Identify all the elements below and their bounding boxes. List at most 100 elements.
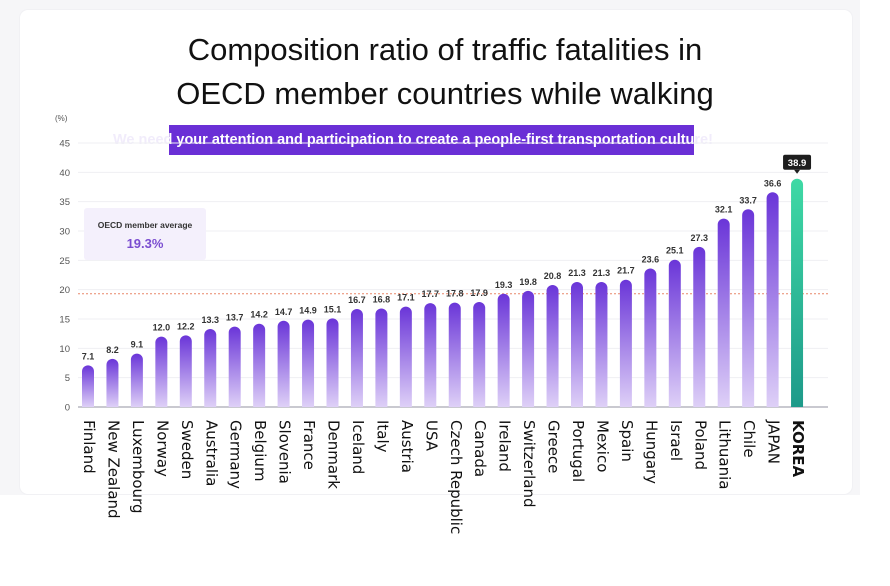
x-tick-label: France <box>300 420 318 470</box>
data-label: 19.3 <box>495 280 513 290</box>
chart-title-line-1: Composition ratio of traffic fatalities … <box>187 32 703 67</box>
data-label: 17.8 <box>446 289 464 299</box>
data-label: 14.2 <box>250 310 268 320</box>
y-tick-label: 25 <box>59 256 70 267</box>
x-tick-label: Mexico <box>593 420 611 472</box>
data-label: 32.1 <box>715 205 733 215</box>
data-label: 16.7 <box>348 295 366 305</box>
x-tick-label: Austria <box>398 420 416 473</box>
data-label: 19.8 <box>519 277 537 287</box>
data-label: 12.2 <box>177 321 195 331</box>
data-label: 14.9 <box>299 306 317 316</box>
chart-title-line-2: OECD member countries while walking <box>176 76 714 111</box>
x-tick-label: Sweden <box>178 420 196 479</box>
bar-luxembourg <box>130 353 143 407</box>
y-tick-label: 30 <box>59 227 70 238</box>
data-label: 20.8 <box>544 271 562 281</box>
x-tick-label: Denmark <box>325 420 343 489</box>
bar-chile <box>742 209 755 407</box>
x-tick-label: Hungary <box>642 420 660 484</box>
highlight-badge-pointer <box>794 169 801 174</box>
data-label: 7.1 <box>82 351 95 361</box>
y-tick-label: 20 <box>59 285 70 296</box>
bar-iceland <box>350 309 363 407</box>
bar-hungary <box>644 268 657 407</box>
x-tick-label: JAPAN <box>765 419 783 464</box>
bar-australia <box>204 328 217 407</box>
data-label: 17.7 <box>422 289 440 299</box>
data-label: 15.1 <box>324 304 342 314</box>
bar-israel <box>668 259 681 407</box>
y-axis-label: (%) <box>55 114 68 123</box>
x-tick-label: Germany <box>227 420 245 489</box>
x-tick-label: Finland <box>80 420 98 474</box>
y-tick-label: 0 <box>65 403 70 414</box>
bar-mexico <box>595 282 608 407</box>
bar-italy <box>375 308 388 407</box>
data-label: 21.3 <box>568 268 586 278</box>
data-label: 38.9 <box>788 158 807 169</box>
average-callout-value: 19.3% <box>126 236 164 251</box>
data-label: 21.7 <box>617 266 635 276</box>
bar-slovenia <box>277 320 290 407</box>
subtitle-banner-text: We need your attention and participation… <box>169 132 694 148</box>
x-tick-label: Norway <box>153 420 171 477</box>
x-tick-label: Belgium <box>251 420 269 482</box>
data-label: 25.1 <box>666 246 684 256</box>
bar-switzerland <box>522 290 535 407</box>
y-tick-label: 5 <box>65 373 70 384</box>
subtitle-banner: We need your attention and participation… <box>169 125 694 155</box>
x-tick-label: Israel <box>667 420 685 461</box>
x-tick-label: Poland <box>691 420 709 470</box>
x-tick-label: Ireland <box>496 420 514 472</box>
bar-belgium <box>253 323 266 407</box>
bar-france <box>302 319 315 407</box>
bar-germany <box>228 326 241 407</box>
bar-finland <box>82 365 94 407</box>
bar-poland <box>693 246 706 407</box>
data-label: 14.7 <box>275 307 293 317</box>
y-tick-label: 35 <box>59 197 70 208</box>
bar-canada <box>473 301 486 407</box>
data-label: 21.3 <box>593 268 611 278</box>
x-tick-label: Iceland <box>349 420 367 474</box>
x-tick-label: Switzerland <box>520 420 538 508</box>
x-tick-label: Greece <box>545 420 563 473</box>
bar-norway <box>155 336 168 407</box>
x-tick-label: Lithuania <box>716 420 734 489</box>
x-tick-label: Spain <box>618 420 636 462</box>
data-label: 17.1 <box>397 293 415 303</box>
bar-portugal <box>571 282 583 407</box>
bar-korea <box>791 178 804 407</box>
x-tick-label: Luxembourg <box>129 420 147 514</box>
data-label: 16.8 <box>373 294 391 304</box>
data-label: 8.2 <box>106 345 119 355</box>
bar-czech-republic <box>448 302 461 407</box>
bar-greece <box>546 284 559 407</box>
bar-spain <box>619 279 632 407</box>
x-tick-label: Slovenia <box>276 420 294 484</box>
bar-austria <box>399 306 412 407</box>
x-tick-label: Chile <box>740 420 758 458</box>
average-callout: OECD member average 19.3% <box>84 208 206 260</box>
data-label: 9.1 <box>131 340 144 350</box>
data-label: 23.6 <box>642 255 660 265</box>
x-tick-label: USA <box>422 420 440 452</box>
y-tick-label: 40 <box>59 168 70 179</box>
y-tick-label: 15 <box>59 315 70 326</box>
x-tick-label: Italy <box>373 420 391 453</box>
data-label: 13.3 <box>201 315 219 325</box>
bar-lithuania <box>717 218 730 407</box>
bar-ireland <box>497 293 510 407</box>
bar-new-zealand <box>106 358 119 407</box>
x-tick-label: Australia <box>202 420 220 486</box>
y-tick-label: 10 <box>59 344 70 355</box>
data-label: 27.3 <box>690 233 708 243</box>
bar-japan <box>766 192 779 407</box>
x-tick-label: Canada <box>471 420 489 477</box>
data-label: 13.7 <box>226 313 244 323</box>
data-label: 36.6 <box>764 178 782 188</box>
x-tick-label: Czech Republic <box>447 420 465 534</box>
highlight-value-badge <box>783 154 812 170</box>
